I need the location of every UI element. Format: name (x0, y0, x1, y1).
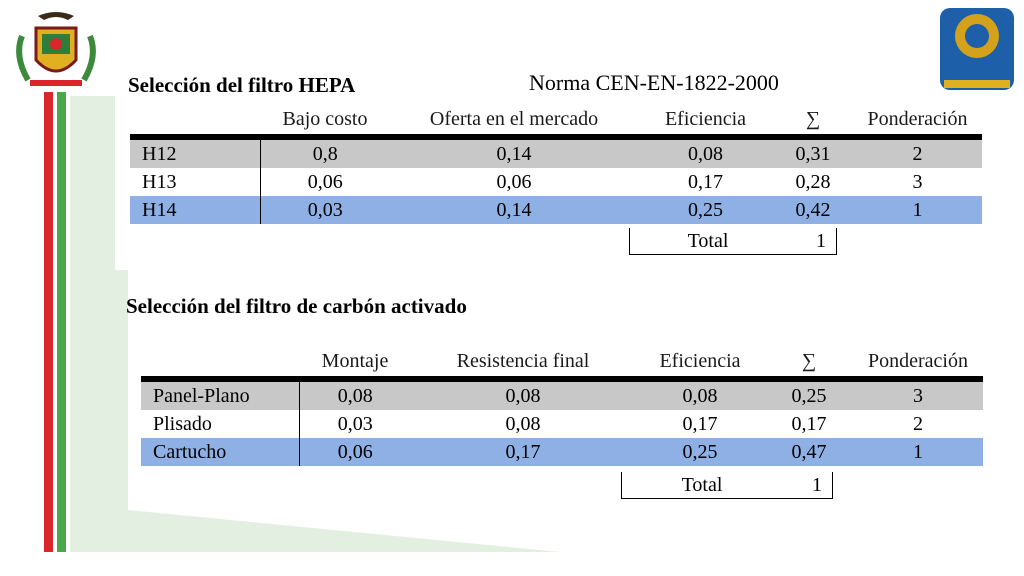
cell: 2 (853, 137, 982, 168)
sum-column-header: ∑ (765, 346, 853, 382)
total-label: Total (687, 229, 729, 252)
white-stripe (53, 92, 57, 552)
table-header-row: Montaje Resistencia final Eficiencia ∑ P… (141, 346, 983, 382)
column-header (130, 104, 260, 140)
cell: 2 (853, 410, 983, 438)
hepa-table: Bajo costo Oferta en el mercado Eficienc… (130, 104, 982, 224)
total-label: Total (681, 473, 723, 496)
table-header-row: Bajo costo Oferta en el mercado Eficienc… (130, 104, 982, 140)
cell: 1 (853, 196, 982, 224)
cell: 0,08 (411, 379, 635, 410)
column-header: Oferta en el mercado (390, 104, 638, 140)
row-name: Plisado (141, 410, 300, 438)
table-row: H14 0,03 0,14 0,25 0,42 1 (130, 196, 982, 224)
cell: 0,08 (635, 379, 765, 410)
cell: 0,14 (390, 196, 638, 224)
table-row: Plisado 0,03 0,08 0,17 0,17 2 (141, 410, 983, 438)
hepa-section-title: Selección del filtro HEPA (128, 73, 356, 97)
total-value: 1 (812, 473, 822, 496)
cell: 0,42 (773, 196, 853, 224)
cell: 0,25 (638, 196, 773, 224)
cell: 0,17 (638, 168, 773, 196)
cell: 0,47 (765, 438, 853, 466)
red-stripe (44, 92, 53, 552)
coat-of-arms-icon (16, 12, 96, 86)
row-name: H13 (130, 168, 261, 196)
cell: 0,31 (773, 137, 853, 168)
row-name: Cartucho (141, 438, 300, 466)
cell: 0,25 (765, 379, 853, 410)
cell: 0,08 (299, 379, 411, 410)
column-header: Resistencia final (411, 346, 635, 382)
espe-mecatronica-logo-icon (940, 8, 1014, 90)
cell: 0,06 (260, 168, 390, 196)
carbon-table: Montaje Resistencia final Eficiencia ∑ P… (141, 346, 983, 466)
cell: 0,28 (773, 168, 853, 196)
row-name: Panel-Plano (141, 379, 300, 410)
column-header: Eficiencia (638, 104, 773, 140)
cell: 0,06 (390, 168, 638, 196)
table-row: Panel-Plano 0,08 0,08 0,08 0,25 3 (141, 379, 983, 410)
cell: 0,8 (260, 137, 390, 168)
cell: 0,03 (299, 410, 411, 438)
hepa-total-box: Total 1 (629, 228, 837, 255)
green-stripe (57, 92, 66, 552)
carbon-total-box: Total 1 (621, 472, 833, 499)
row-name: H14 (130, 196, 261, 224)
row-name: H12 (130, 137, 261, 168)
cell: 0,08 (411, 410, 635, 438)
table-row: H13 0,06 0,06 0,17 0,28 3 (130, 168, 982, 196)
column-header: Eficiencia (635, 346, 765, 382)
cell: 0,03 (260, 196, 390, 224)
cell: 0,08 (638, 137, 773, 168)
cell: 0,14 (390, 137, 638, 168)
column-header: Montaje (299, 346, 411, 382)
total-value: 1 (816, 229, 826, 252)
column-header: Bajo costo (260, 104, 390, 140)
cell: 1 (853, 438, 983, 466)
column-header (141, 346, 299, 382)
norma-label: Norma CEN-EN-1822-2000 (529, 70, 779, 95)
sum-column-header: ∑ (773, 104, 853, 140)
cell: 3 (853, 379, 983, 410)
cell: 0,06 (299, 438, 411, 466)
cell: 0,17 (765, 410, 853, 438)
carbon-section-title: Selección del filtro de carbón activado (126, 294, 467, 318)
cell: 0,25 (635, 438, 765, 466)
table-row: H12 0,8 0,14 0,08 0,31 2 (130, 137, 982, 168)
table-row: Cartucho 0,06 0,17 0,25 0,47 1 (141, 438, 983, 466)
cell: 0,17 (635, 410, 765, 438)
column-header: Ponderación (853, 346, 983, 382)
cell: 0,17 (411, 438, 635, 466)
column-header: Ponderación (853, 104, 982, 140)
cell: 3 (853, 168, 982, 196)
